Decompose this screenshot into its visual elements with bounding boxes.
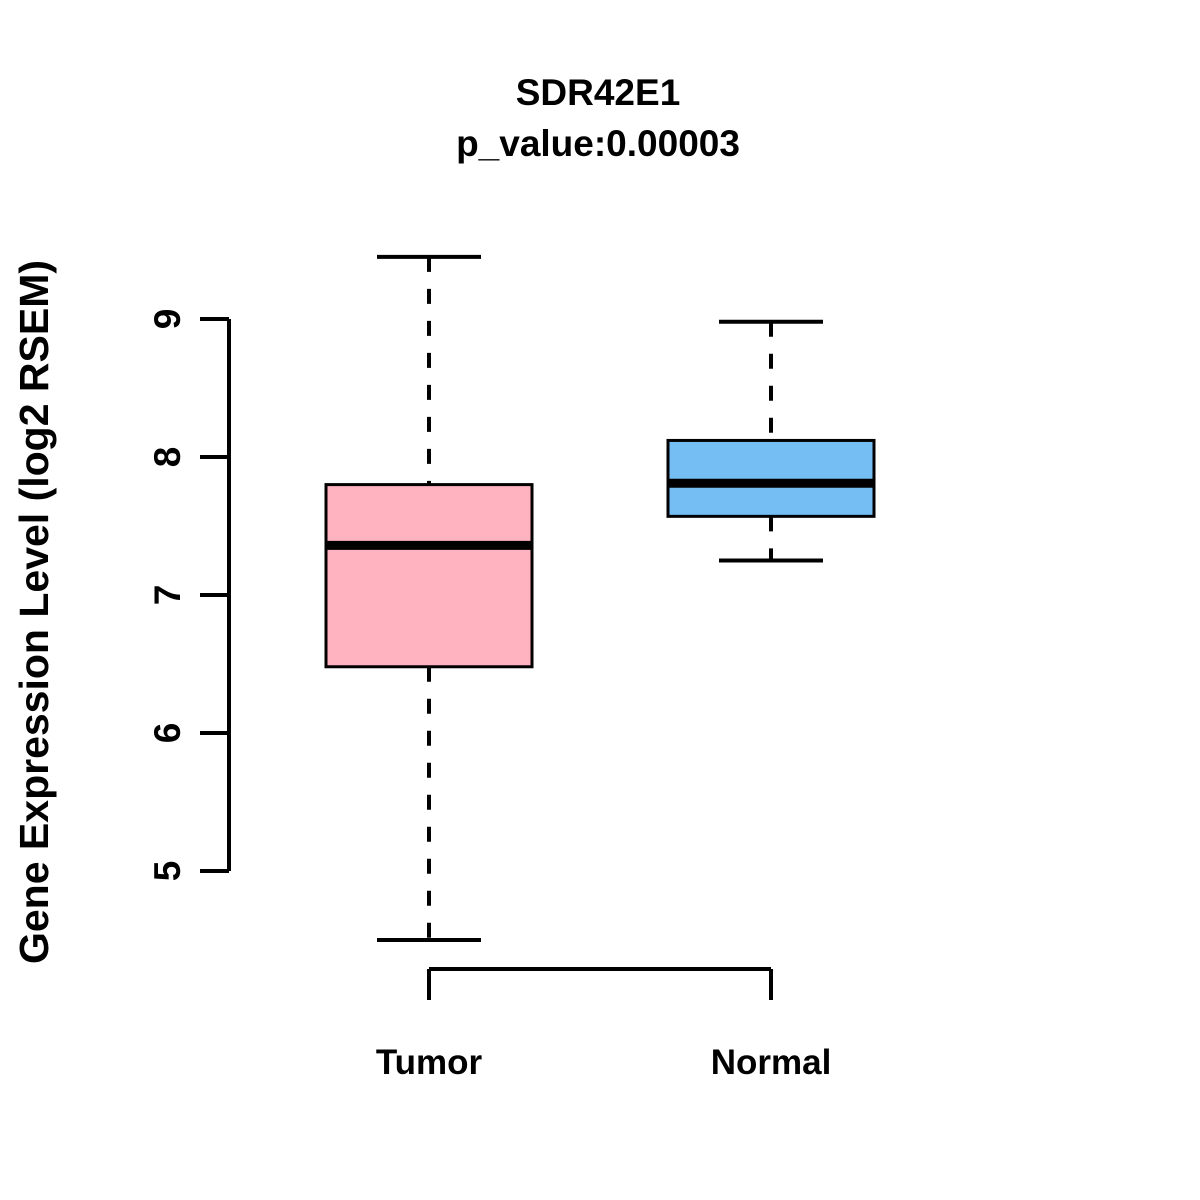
- y-tick-label: 6: [147, 723, 188, 744]
- box-normal: [666, 438, 876, 518]
- y-axis-label: Gene Expression Level (log2 RSEM): [11, 260, 57, 964]
- category-label-normal: Normal: [711, 1043, 832, 1082]
- y-tick-label: 8: [147, 447, 188, 468]
- chart-subtitle: p_value:0.00003: [456, 123, 740, 164]
- plot-area: 5 6 7 8 9 Tumor Normal: [147, 254, 876, 1082]
- chart-title: SDR42E1: [516, 72, 681, 113]
- y-tick-label: 7: [147, 585, 188, 606]
- y-tick-label: 9: [147, 309, 188, 330]
- box-tumor: [324, 483, 534, 669]
- category-label-tumor: Tumor: [376, 1043, 483, 1082]
- y-tick-label: 5: [147, 861, 188, 882]
